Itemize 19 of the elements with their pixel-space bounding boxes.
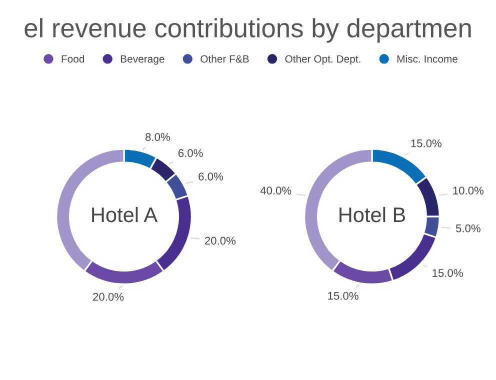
data-label: 8.0% (146, 133, 170, 141)
legend-label: Other Opt. Dept. (285, 54, 360, 65)
text: Hotel B (340, 206, 406, 222)
data-label: 15.0% (432, 269, 463, 277)
data-label: 15.0% (411, 139, 442, 148)
chart-title: el revenue contributions by departmen (24, 18, 471, 43)
data-label: 6.0% (178, 149, 203, 158)
data-label: 15.0% (328, 292, 358, 300)
data-label: 20.0% (204, 236, 236, 245)
legend-label: Food (62, 54, 84, 63)
legend-label: Misc. Income (397, 54, 458, 63)
data-label: 5.0% (456, 224, 480, 232)
data-label: 40.0% (260, 186, 292, 194)
legend-label: Other F&B (200, 54, 249, 63)
data-label: 20.0% (93, 292, 124, 301)
text: Hotel A (92, 206, 158, 222)
data-label: 10.0% (453, 186, 484, 194)
legend-label: Beverage (120, 55, 164, 65)
data-label: 6.0% (198, 172, 224, 180)
